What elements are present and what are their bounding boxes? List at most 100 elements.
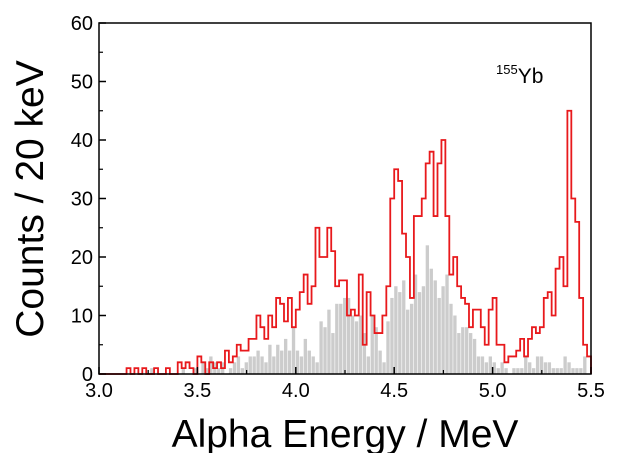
gray-histogram-bar bbox=[319, 321, 323, 374]
x-tick-label: 4.5 bbox=[380, 380, 408, 402]
gray-histogram-bar bbox=[366, 356, 370, 374]
gray-histogram-bar bbox=[244, 362, 248, 374]
x-tick-label: 4.0 bbox=[282, 380, 310, 402]
gray-histogram-bar bbox=[484, 362, 489, 374]
gray-histogram-bar bbox=[283, 338, 288, 374]
y-tick-label: 60 bbox=[71, 13, 93, 35]
gray-histogram-bar bbox=[386, 321, 390, 374]
x-tick-label: 5.0 bbox=[479, 380, 507, 402]
gray-histogram-bar bbox=[551, 368, 555, 374]
gray-histogram-bar bbox=[228, 368, 233, 374]
gray-histogram-bar bbox=[390, 297, 394, 374]
gray-histogram-bar bbox=[421, 286, 426, 374]
annotation-superscript: 155 bbox=[496, 62, 518, 77]
gray-histogram-bar bbox=[295, 350, 300, 374]
gray-histogram-bar bbox=[480, 356, 485, 374]
gray-histogram-bar bbox=[201, 362, 205, 374]
gray-histogram-bar bbox=[472, 338, 477, 374]
gray-histogram-bar bbox=[256, 350, 260, 374]
gray-histogram-bar bbox=[311, 356, 315, 374]
gray-histogram-bar bbox=[299, 356, 304, 374]
y-tick-label: 50 bbox=[71, 72, 93, 94]
gray-histogram-bar bbox=[291, 327, 296, 374]
series-red-layer bbox=[99, 109, 592, 375]
annotation-element: Yb bbox=[518, 65, 544, 88]
gray-histogram-bar bbox=[520, 368, 524, 374]
x-tick-label: 5.5 bbox=[577, 380, 605, 402]
gray-histogram-bar bbox=[280, 350, 284, 374]
gray-histogram-bar bbox=[272, 356, 276, 374]
gray-histogram-bar bbox=[358, 315, 363, 374]
gray-histogram-bar bbox=[150, 368, 154, 374]
gray-histogram-bar bbox=[276, 344, 280, 374]
gray-histogram-bar bbox=[563, 356, 567, 374]
gray-histogram-bar bbox=[370, 315, 374, 374]
gray-histogram-bar bbox=[547, 362, 552, 374]
gray-histogram-bar bbox=[354, 321, 359, 374]
gray-histogram-bar bbox=[339, 303, 343, 374]
gray-histogram-bar bbox=[402, 280, 406, 374]
series-gray-layer bbox=[150, 245, 587, 374]
gray-histogram-bar bbox=[264, 362, 268, 374]
gray-histogram-bar bbox=[374, 327, 378, 374]
gray-histogram-bar bbox=[362, 333, 367, 374]
gray-histogram-bar bbox=[575, 368, 579, 374]
gray-histogram-bar bbox=[252, 356, 256, 374]
gray-histogram-bar bbox=[453, 315, 457, 374]
gray-histogram-bar bbox=[449, 303, 453, 374]
gray-histogram-bar bbox=[303, 338, 308, 374]
gray-histogram-bar bbox=[236, 356, 241, 374]
gray-histogram-bar bbox=[437, 297, 441, 374]
gray-histogram-bar bbox=[350, 315, 355, 374]
gray-histogram-bar bbox=[441, 286, 445, 374]
gray-histogram-bar bbox=[205, 368, 209, 374]
gray-histogram-bar bbox=[543, 362, 548, 374]
gray-histogram-bar bbox=[524, 356, 528, 374]
gray-histogram-bar bbox=[579, 368, 583, 374]
gray-histogram-bar bbox=[559, 368, 563, 374]
gray-histogram-bar bbox=[307, 350, 311, 374]
gray-histogram-bar bbox=[398, 292, 402, 374]
x-axis: 3.0 3.5 4.0 4.5 5.0 5.5 bbox=[85, 367, 605, 402]
gray-histogram-bar bbox=[378, 350, 382, 374]
y-tick-label: 0 bbox=[82, 364, 93, 386]
gray-histogram-bar bbox=[571, 368, 575, 374]
gray-histogram-bar bbox=[232, 362, 237, 374]
gray-histogram-bar bbox=[476, 356, 481, 374]
gray-histogram-bar bbox=[445, 274, 449, 374]
gray-histogram-bar bbox=[331, 333, 335, 374]
isotope-annotation: 155Yb bbox=[496, 62, 543, 88]
gray-histogram-bar bbox=[382, 362, 386, 374]
gray-histogram-bar bbox=[504, 368, 508, 374]
gray-histogram-bar bbox=[535, 356, 540, 374]
gray-histogram-bar bbox=[287, 350, 292, 374]
gray-histogram-bar bbox=[417, 292, 422, 374]
y-tick-label: 10 bbox=[71, 306, 93, 328]
gray-histogram-bar bbox=[567, 362, 571, 374]
y-axis: 0 10 20 30 40 50 60 bbox=[71, 13, 106, 386]
gray-histogram-bar bbox=[240, 368, 245, 374]
gray-histogram-bar bbox=[583, 356, 587, 374]
gray-histogram-bar bbox=[268, 344, 272, 374]
gray-histogram-bar bbox=[465, 327, 469, 374]
gray-histogram-bar bbox=[512, 368, 516, 374]
gray-histogram-bar bbox=[488, 356, 492, 374]
gray-histogram-bar bbox=[409, 303, 414, 374]
gray-histogram-bar bbox=[335, 303, 339, 374]
gray-histogram-bar bbox=[217, 368, 221, 374]
gray-histogram-bar bbox=[496, 368, 500, 374]
x-tick-label: 3.0 bbox=[85, 380, 113, 402]
gray-histogram-bar bbox=[323, 327, 327, 374]
red-histogram-step bbox=[99, 109, 592, 375]
gray-histogram-bar bbox=[468, 333, 473, 374]
y-tick-label: 40 bbox=[71, 130, 93, 152]
gray-histogram-bar bbox=[425, 245, 430, 374]
gray-histogram-bar bbox=[315, 362, 319, 374]
gray-histogram-bar bbox=[394, 286, 398, 374]
gray-histogram-bar bbox=[531, 368, 536, 374]
gray-histogram-bar bbox=[457, 333, 461, 374]
gray-histogram-bar bbox=[209, 356, 213, 374]
y-tick-label: 20 bbox=[71, 247, 93, 269]
gray-histogram-bar bbox=[500, 362, 504, 374]
